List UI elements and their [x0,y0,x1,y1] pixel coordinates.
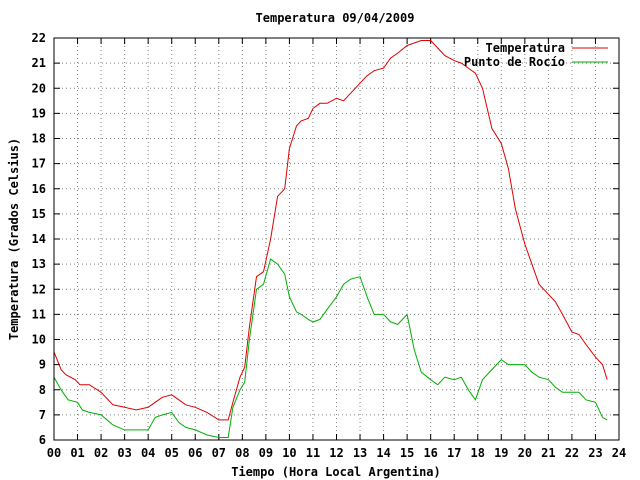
y-tick-label: 7 [39,408,46,422]
x-tick-label: 02 [94,446,108,460]
y-tick-label: 17 [32,157,46,171]
y-tick-label: 6 [39,433,46,447]
x-tick-label: 06 [188,446,202,460]
x-tick-label: 17 [447,446,461,460]
x-tick-label: 00 [47,446,61,460]
y-tick-label: 22 [32,31,46,45]
x-tick-label: 22 [565,446,579,460]
grid [54,38,619,440]
chart-title: Temperatura 09/04/2009 [256,11,415,25]
series-line-temperatura [53,40,608,421]
x-tick-label: 01 [70,446,84,460]
y-tick-label: 21 [32,56,46,70]
x-tick-label: 05 [164,446,178,460]
x-tick-label: 03 [117,446,131,460]
x-tick-label: 16 [423,446,437,460]
y-tick-label: 18 [32,132,46,146]
y-axis-ticks: 6 7 8 9 10 11 12 13 14 15 16 17 18 19 20 21 22 [32,31,619,447]
x-axis-ticks: 00 01 02 03 04 05 06 07 08 09 10 11 12 13 14 15 16 17 18 19… [47,38,626,460]
x-tick-label: 13 [353,446,367,460]
legend-label-temperatura: Temperatura [486,41,565,55]
x-tick-label: 11 [306,446,320,460]
y-tick-label: 9 [39,358,46,372]
x-tick-label: 21 [541,446,555,460]
y-tick-label: 15 [32,207,46,221]
x-tick-label: 24 [612,446,626,460]
x-tick-label: 18 [471,446,485,460]
x-tick-label: 09 [259,446,273,460]
x-tick-label: 23 [588,446,602,460]
x-tick-label: 07 [212,446,226,460]
x-tick-label: 04 [141,446,155,460]
x-tick-label: 20 [518,446,532,460]
x-tick-label: 14 [376,446,390,460]
series-line-punto-de-rocio [53,258,608,438]
x-axis-label: Tiempo (Hora Local Argentina) [231,465,441,479]
y-tick-label: 11 [32,307,46,321]
y-tick-label: 14 [32,232,46,246]
y-tick-label: 16 [32,182,46,196]
y-tick-label: 20 [32,81,46,95]
y-tick-label: 12 [32,282,46,296]
y-tick-label: 19 [32,106,46,120]
x-tick-label: 12 [329,446,343,460]
plot-frame [53,37,620,441]
y-tick-label: 10 [32,333,46,347]
y-axis-label: Temperatura (Grados Celsius) [7,138,21,340]
x-tick-label: 10 [282,446,296,460]
x-tick-label: 19 [494,446,508,460]
y-tick-label: 8 [39,383,46,397]
x-tick-label: 08 [235,446,249,460]
legend-label-punto-de-rocio: Punto de Rocío [464,55,565,69]
y-tick-label: 13 [32,257,46,271]
series-lines [53,40,608,438]
x-tick-label: 15 [400,446,414,460]
legend: Temperatura Punto de Rocío [464,41,608,69]
